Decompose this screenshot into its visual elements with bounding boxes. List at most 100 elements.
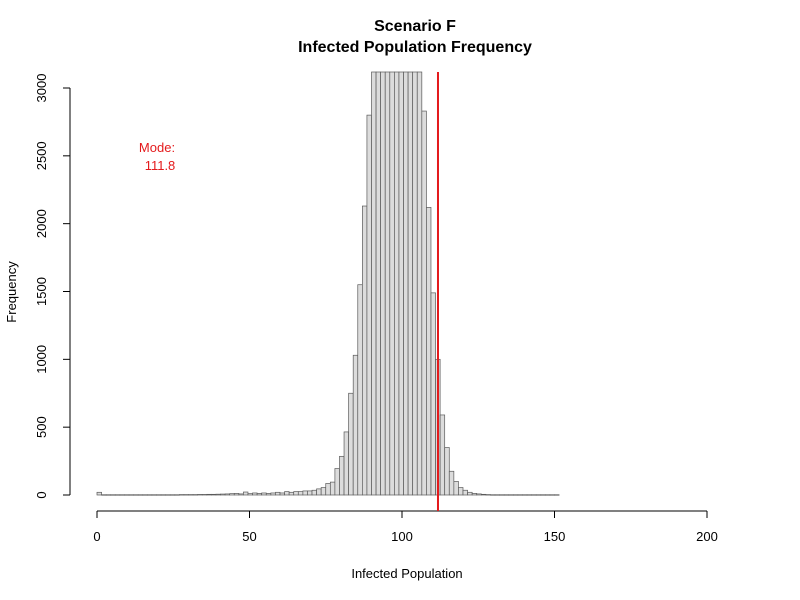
histogram-bar — [366, 114, 372, 496]
histogram-bar — [288, 491, 295, 496]
histogram-bar — [165, 494, 171, 496]
histogram-bar — [188, 494, 194, 496]
histogram-bar — [110, 494, 116, 496]
y-axis: 0 500 1000 1500 2000 2500 3000 — [34, 74, 71, 499]
mode-label: Mode: — [139, 140, 175, 155]
y-tick-label: 1500 — [34, 277, 49, 306]
histogram-bar — [160, 494, 166, 496]
histogram-bar — [105, 494, 112, 496]
histogram-bar — [467, 491, 473, 496]
histogram-bar — [490, 494, 496, 496]
histogram-bar — [233, 493, 240, 496]
histogram-bar — [448, 470, 455, 496]
histogram-bar — [485, 494, 491, 496]
histogram-bar — [384, 71, 391, 496]
histogram-bar — [517, 494, 523, 496]
histogram-bar — [476, 493, 482, 496]
histogram-bar — [137, 494, 144, 496]
histogram-bar — [197, 494, 203, 496]
y-tick-label: 2500 — [34, 141, 49, 170]
chart-subtitle: Infected Population Frequency — [298, 39, 532, 56]
histogram-bar — [421, 110, 427, 496]
histogram-bar — [439, 414, 446, 496]
histogram-bar — [380, 71, 386, 496]
histogram-bar — [512, 494, 519, 496]
x-tick-label: 0 — [93, 529, 100, 544]
histogram-bar — [531, 494, 537, 496]
histogram-bar — [307, 490, 313, 496]
histogram-bar — [508, 494, 514, 496]
histogram-bar — [471, 493, 478, 496]
histogram-bar — [270, 492, 276, 496]
x-tick-label: 200 — [696, 529, 718, 544]
y-tick-label: 3000 — [34, 74, 49, 103]
histogram-bar — [412, 71, 418, 496]
histogram-bar — [403, 71, 409, 496]
y-tick-label: 1000 — [34, 345, 49, 374]
histogram-bar — [389, 71, 395, 496]
histogram-bar — [265, 493, 272, 496]
histogram-bar — [96, 491, 102, 496]
histogram-bar — [252, 492, 258, 496]
histogram-bar — [229, 493, 235, 496]
histogram-bar — [316, 488, 322, 496]
histogram-bar — [416, 71, 423, 496]
histogram-bar — [444, 447, 450, 496]
histogram-bar — [151, 494, 157, 496]
x-axis-title: Infected Population — [351, 566, 462, 581]
histogram-bar — [211, 493, 217, 496]
histogram-bar — [320, 487, 327, 496]
histogram-bar — [293, 491, 299, 496]
histogram-bar — [554, 494, 560, 496]
histogram-bar — [261, 492, 267, 496]
histogram-bar — [426, 207, 432, 496]
histogram-bar — [133, 494, 139, 496]
histogram-bar — [179, 494, 185, 496]
histogram-bar — [124, 494, 130, 496]
histogram-bar — [462, 489, 468, 496]
histogram-bar — [256, 493, 263, 496]
histogram-bar — [549, 494, 555, 496]
histogram-bars — [96, 71, 560, 496]
histogram-bar — [362, 205, 368, 496]
histogram-bar — [192, 494, 199, 496]
histogram-bar — [284, 491, 290, 496]
histogram-bar — [142, 494, 148, 496]
histogram-bar — [128, 494, 134, 496]
histogram-bar — [458, 487, 464, 496]
histogram-bar — [348, 392, 354, 496]
x-tick-label: 150 — [544, 529, 566, 544]
mode-value-label: 111.8 — [145, 158, 176, 173]
chart-title: Scenario F — [374, 18, 456, 35]
histogram-bar — [371, 71, 377, 496]
histogram-bar — [343, 431, 349, 496]
histogram-bar — [352, 354, 359, 496]
y-tick-label: 2000 — [34, 209, 49, 238]
histogram-bar — [156, 494, 162, 496]
histogram-bar — [247, 493, 253, 496]
histogram-bar — [119, 494, 125, 496]
histogram-bar — [224, 493, 231, 496]
histogram-bar — [526, 494, 532, 496]
histogram-bar — [101, 494, 107, 496]
histogram-bar — [544, 494, 551, 496]
histogram-bar — [169, 494, 176, 496]
histogram-bar — [302, 490, 308, 496]
histogram-bar — [494, 494, 500, 496]
histogram-bar — [206, 493, 212, 496]
histogram-bar — [480, 493, 487, 496]
histogram-bar — [275, 491, 281, 496]
histogram-bar — [540, 494, 546, 496]
histogram-bar — [146, 494, 153, 496]
y-axis-title: Frequency — [4, 261, 19, 323]
histogram-bar — [375, 71, 382, 496]
histogram-bar — [220, 493, 226, 496]
histogram-bar — [503, 494, 510, 496]
y-tick-label: 0 — [34, 491, 49, 498]
histogram-bar — [535, 494, 542, 496]
histogram-bar — [394, 71, 400, 496]
histogram-bar — [499, 494, 505, 496]
histogram-bar — [311, 489, 317, 496]
